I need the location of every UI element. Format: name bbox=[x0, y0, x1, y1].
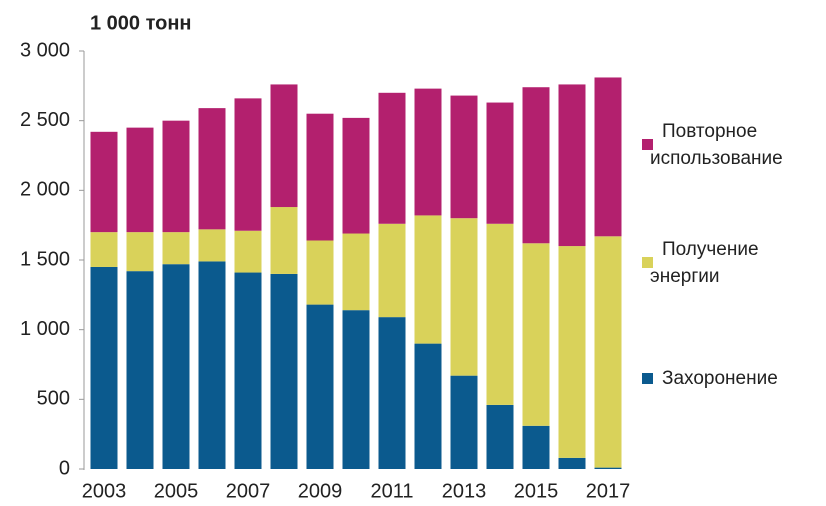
x-tick-label: 2003 bbox=[82, 480, 127, 502]
bar-segment bbox=[450, 95, 478, 219]
bar-segment bbox=[342, 310, 370, 469]
bar-segment bbox=[558, 84, 586, 247]
bar-segment bbox=[162, 232, 190, 265]
bar-segment bbox=[90, 232, 118, 267]
bar-segment bbox=[450, 375, 478, 469]
y-tick-label: 1 500 bbox=[20, 248, 70, 270]
bar-segment bbox=[234, 272, 262, 469]
x-tick-label: 2009 bbox=[298, 480, 343, 502]
y-tick-label: 0 bbox=[59, 457, 70, 479]
x-tick-label: 2007 bbox=[226, 480, 271, 502]
y-tick-label: 2 500 bbox=[20, 109, 70, 131]
bar-segment bbox=[522, 243, 550, 426]
bar-segment bbox=[414, 343, 442, 469]
bar-segment bbox=[234, 98, 262, 231]
bar-segment bbox=[126, 271, 154, 469]
legend-label: Получение энергии bbox=[650, 239, 759, 287]
x-tick-label: 2011 bbox=[370, 480, 413, 502]
bar-segment bbox=[126, 232, 154, 272]
bar-segment bbox=[198, 229, 226, 262]
bar-segment bbox=[198, 261, 226, 469]
bar-segment bbox=[306, 240, 334, 305]
bar-segment bbox=[486, 223, 514, 405]
bar-segment bbox=[594, 467, 622, 469]
bar-segment bbox=[270, 273, 298, 469]
legend-label: Повторное использование bbox=[650, 121, 783, 169]
bar-segment bbox=[594, 236, 622, 468]
bar-segment bbox=[450, 218, 478, 376]
bar-segment bbox=[90, 131, 118, 233]
bar-segment bbox=[558, 457, 586, 469]
bar-segment bbox=[162, 264, 190, 469]
bar-segment bbox=[90, 266, 118, 469]
bar-segment bbox=[378, 223, 406, 318]
bar-segment bbox=[270, 84, 298, 208]
bar-segment bbox=[378, 92, 406, 224]
bar-segment bbox=[306, 304, 334, 469]
x-tick-label: 2015 bbox=[514, 480, 559, 502]
bar-segment bbox=[558, 246, 586, 458]
x-tick-label: 2017 bbox=[586, 480, 631, 502]
bar-segment bbox=[198, 108, 226, 230]
chart-title: 1 000 тонн bbox=[90, 12, 192, 34]
bar-segment bbox=[234, 230, 262, 273]
y-tick-label: 1 000 bbox=[20, 318, 70, 340]
bar-segment bbox=[522, 87, 550, 244]
legend-swatch bbox=[642, 257, 653, 268]
legend-label: Захоронение bbox=[662, 368, 778, 389]
bar-segment bbox=[306, 113, 334, 241]
bar-segment bbox=[162, 120, 190, 233]
legend-swatch bbox=[642, 373, 653, 384]
bar-segment bbox=[522, 425, 550, 469]
y-tick-label: 2 000 bbox=[20, 179, 70, 201]
bar-segment bbox=[378, 317, 406, 469]
y-tick-label: 500 bbox=[37, 388, 70, 410]
x-tick-label: 2005 bbox=[154, 480, 199, 502]
bar-segment bbox=[414, 215, 442, 344]
bar-segment bbox=[486, 102, 514, 224]
bar-segment bbox=[342, 233, 370, 311]
x-tick-label: 2013 bbox=[442, 480, 487, 502]
legend-swatch bbox=[642, 139, 653, 150]
bar-segment bbox=[594, 77, 622, 237]
bar-segment bbox=[414, 88, 442, 216]
bar-segment bbox=[126, 127, 154, 233]
bar-segment bbox=[342, 117, 370, 234]
bar-segment bbox=[486, 404, 514, 469]
y-tick-label: 3 000 bbox=[20, 39, 70, 61]
bar-segment bbox=[270, 207, 298, 274]
